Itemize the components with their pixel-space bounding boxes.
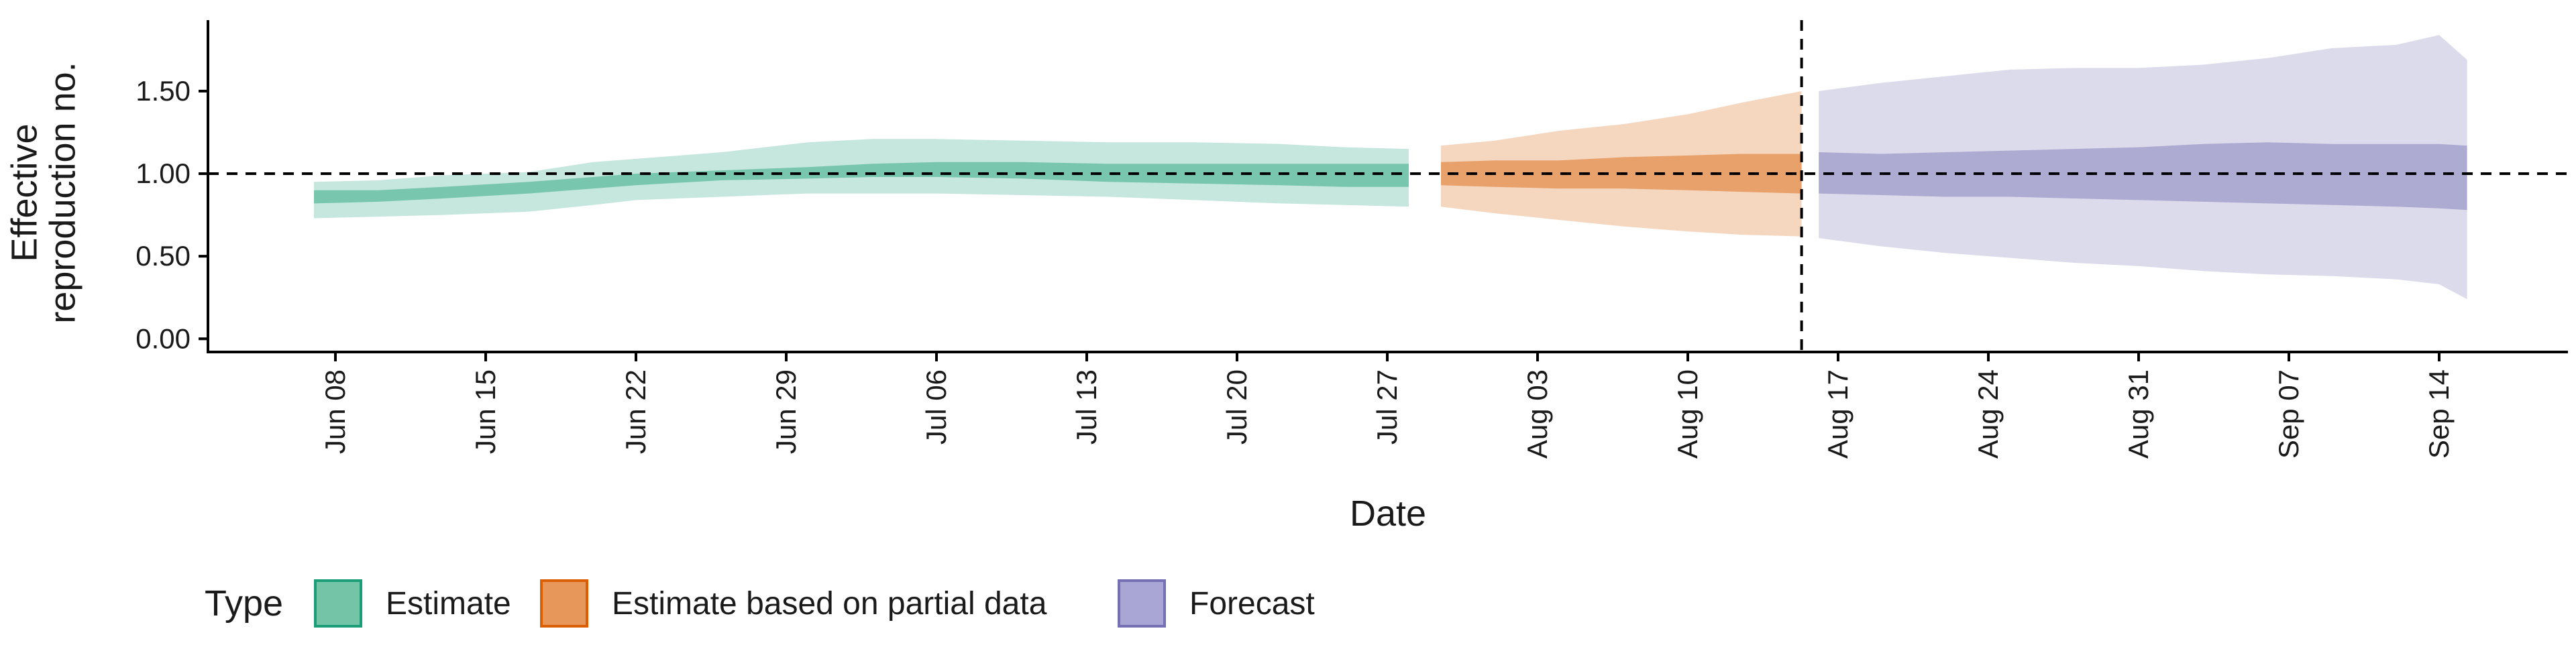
ci90-band-1 xyxy=(1441,91,1802,237)
x-tick-label: Sep 07 xyxy=(2273,369,2304,459)
x-tick-label: Jun 08 xyxy=(319,369,351,454)
x-tick-label: Aug 10 xyxy=(1672,369,1703,459)
x-tick-label: Aug 31 xyxy=(2123,369,2154,459)
ci90-band-2 xyxy=(1819,35,2467,300)
legend-label: Estimate based on partial data xyxy=(612,586,1047,622)
legend-key-0 xyxy=(314,579,362,628)
legend-title: Type xyxy=(205,583,283,624)
legend-key-1 xyxy=(540,579,588,628)
x-tick-label: Jun 22 xyxy=(620,369,651,454)
x-tick-label: Aug 03 xyxy=(1521,369,1553,459)
x-tick-label: Jun 29 xyxy=(770,369,802,454)
x-tick-label: Jul 06 xyxy=(920,369,952,445)
y-axis-title-line: reproduction no. xyxy=(42,62,83,323)
x-tick-label: Jul 20 xyxy=(1221,369,1252,445)
x-axis-title: Date xyxy=(1350,493,1426,534)
x-tick-label: Aug 24 xyxy=(1972,369,2004,459)
legend-label: Forecast xyxy=(1189,586,1315,622)
y-axis-title: Effectivereproduction no. xyxy=(5,62,83,323)
x-tick-label: Jul 13 xyxy=(1071,369,1102,445)
ci90-band-0 xyxy=(314,139,1409,219)
legend-key-2 xyxy=(1118,579,1166,628)
x-tick-label: Aug 17 xyxy=(1822,369,1854,459)
y-axis-title-line: Effective xyxy=(5,123,45,261)
x-tick-label: Sep 14 xyxy=(2423,369,2455,459)
y-tick-label: 0.00 xyxy=(136,322,191,354)
x-tick-label: Jul 27 xyxy=(1371,369,1403,445)
legend-label: Estimate xyxy=(386,586,511,622)
ci50-band-2 xyxy=(1819,142,2467,211)
x-tick-label: Jun 15 xyxy=(470,369,501,454)
y-tick-label: 0.50 xyxy=(136,240,191,272)
y-tick-label: 1.50 xyxy=(136,75,191,107)
y-tick-label: 1.00 xyxy=(136,158,191,189)
